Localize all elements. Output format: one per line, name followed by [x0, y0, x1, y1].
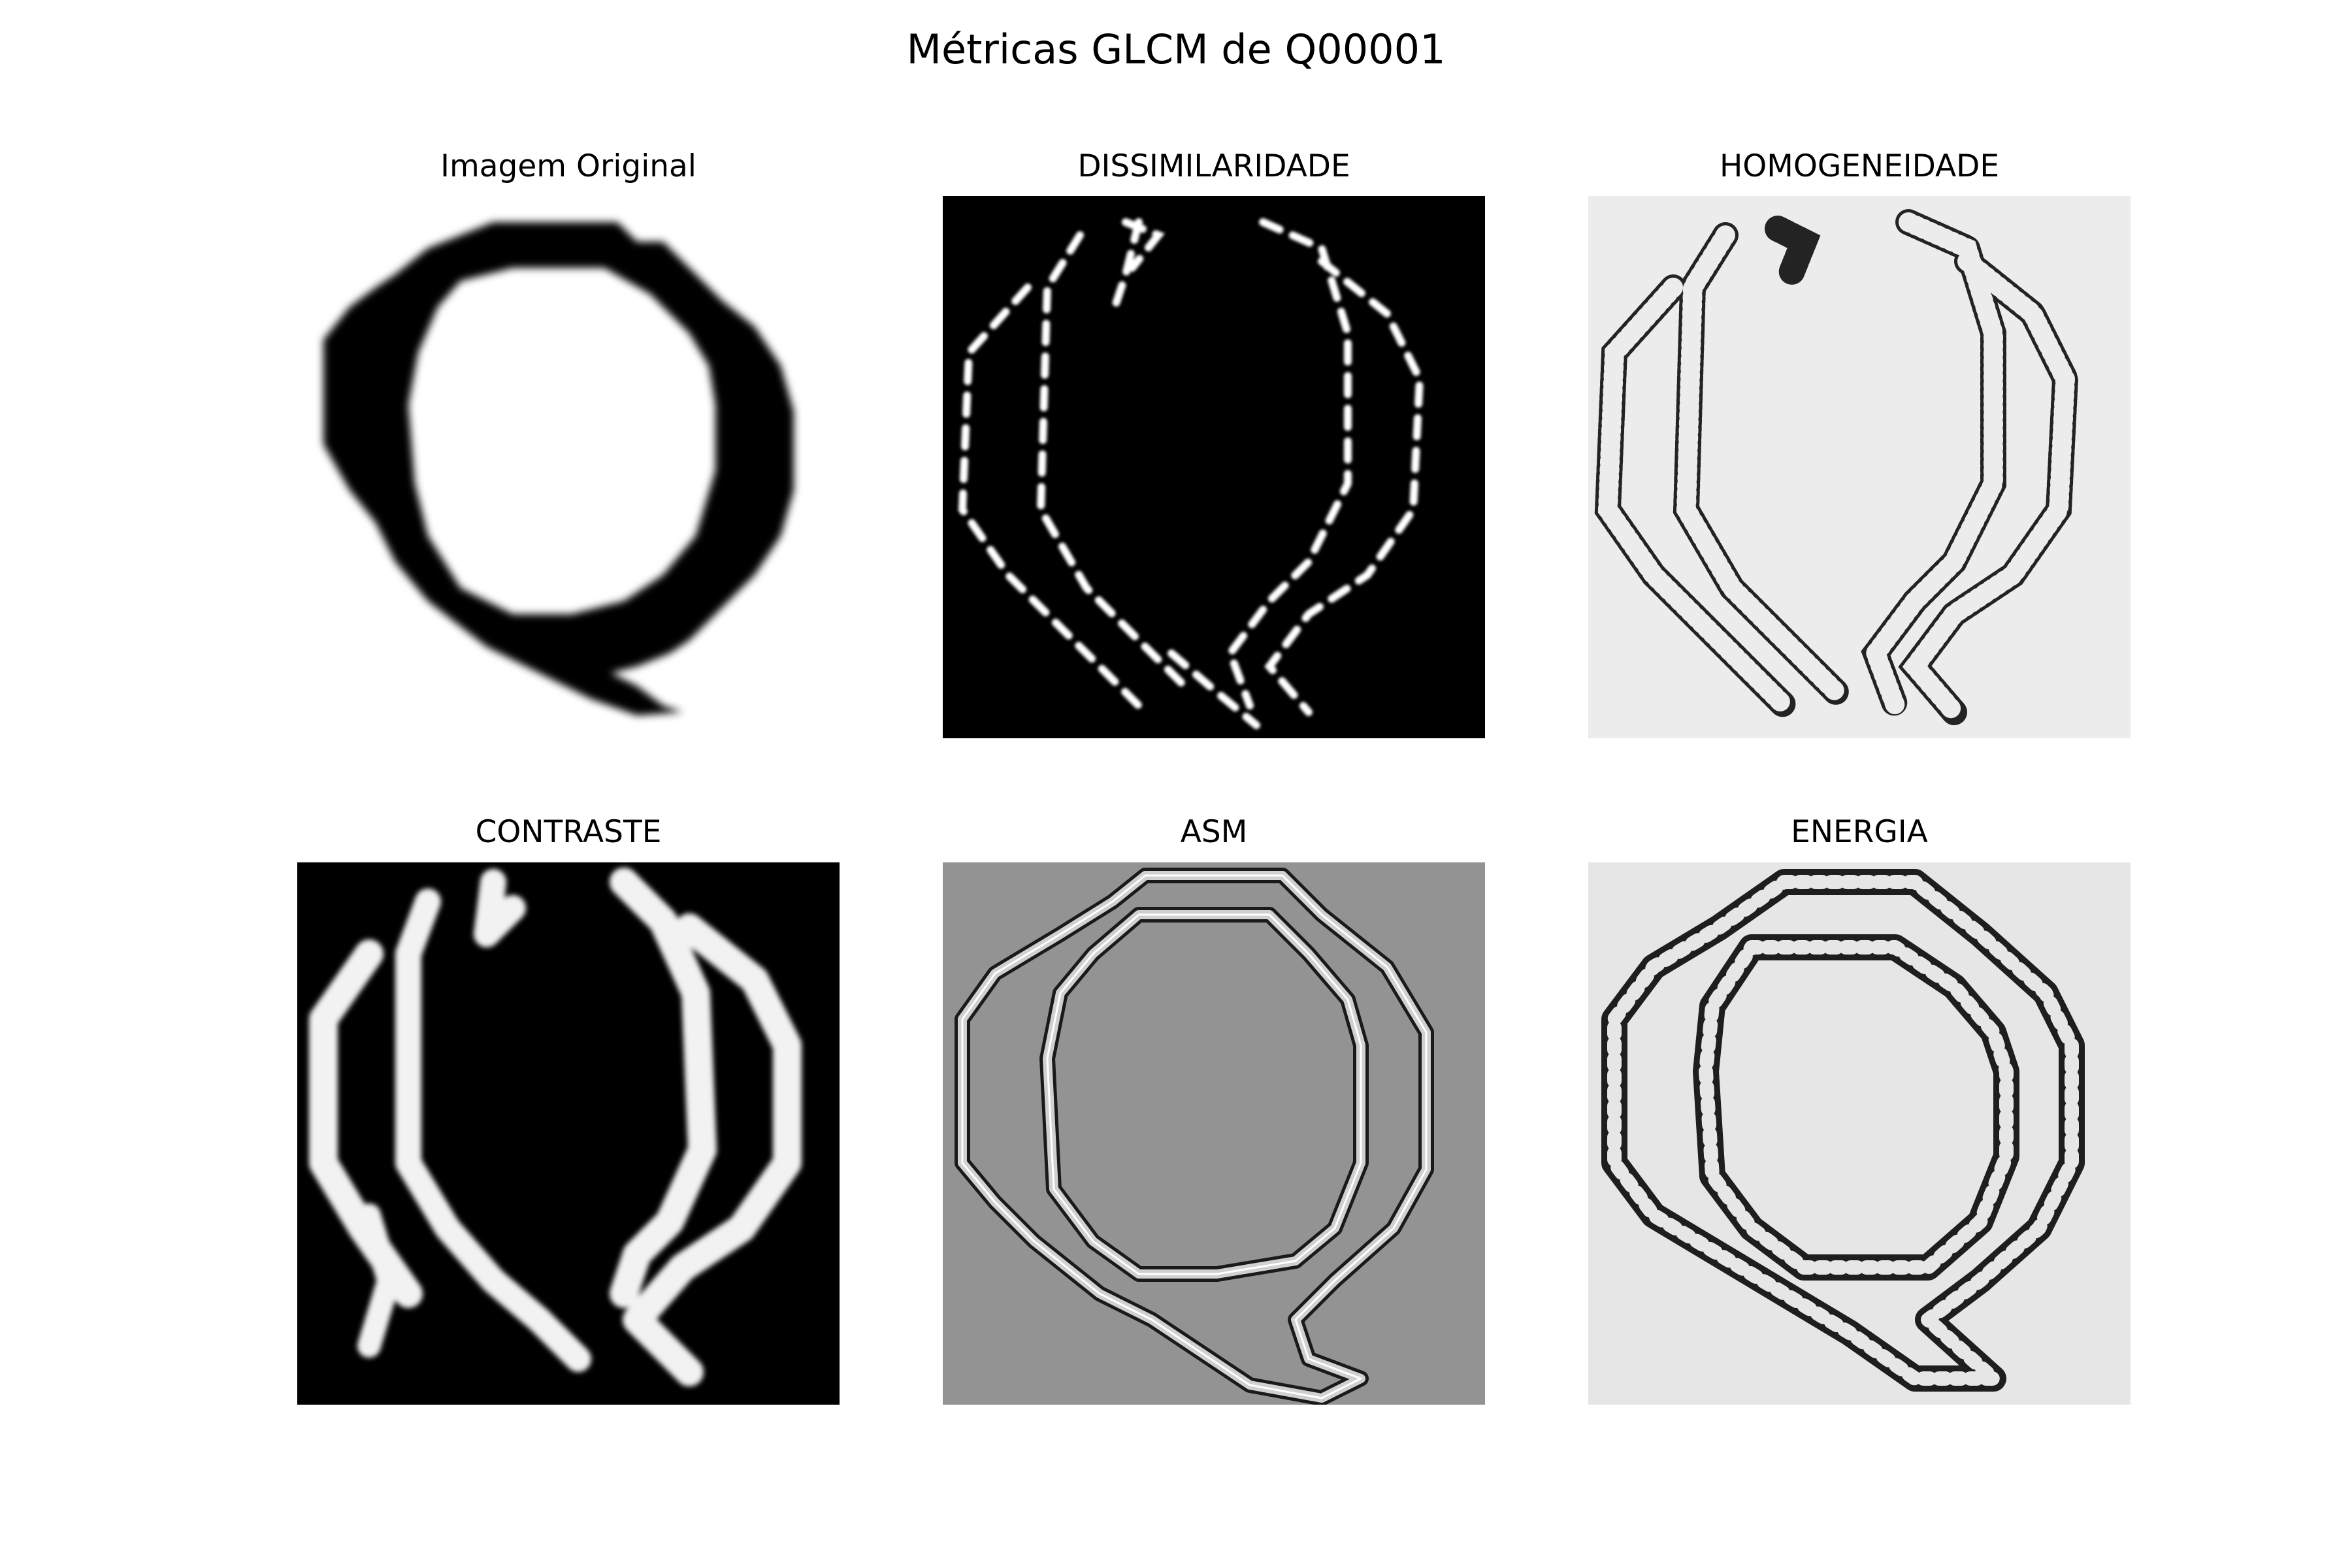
panel-title-contraste: CONTRASTE — [475, 814, 662, 850]
dissimilaridade-map — [943, 196, 1485, 738]
panel-title-dissimilaridade: DISSIMILARIDADE — [1077, 148, 1350, 184]
panel-title-original: Imagem Original — [440, 148, 696, 184]
panel-title-asm: ASM — [1180, 814, 1248, 850]
panel-title-homogeneidade: HOMOGENEIDADE — [1719, 148, 2000, 184]
panel-title-energia: ENERGIA — [1791, 814, 1928, 850]
panel-homogeneidade — [1588, 196, 2131, 738]
homogeneidade-map — [1588, 196, 2131, 738]
contraste-map — [297, 862, 840, 1405]
panel-energia — [1588, 862, 2131, 1405]
figure-title: Métricas GLCM de Q00001 — [906, 25, 1446, 73]
panel-contraste — [297, 862, 840, 1405]
panel-asm — [943, 862, 1485, 1405]
panel-original-image — [297, 196, 840, 738]
original-q-image — [297, 196, 840, 738]
panel-dissimilaridade — [943, 196, 1485, 738]
q-ring — [323, 222, 794, 715]
asm-map — [943, 862, 1485, 1405]
energia-map — [1588, 862, 2131, 1405]
